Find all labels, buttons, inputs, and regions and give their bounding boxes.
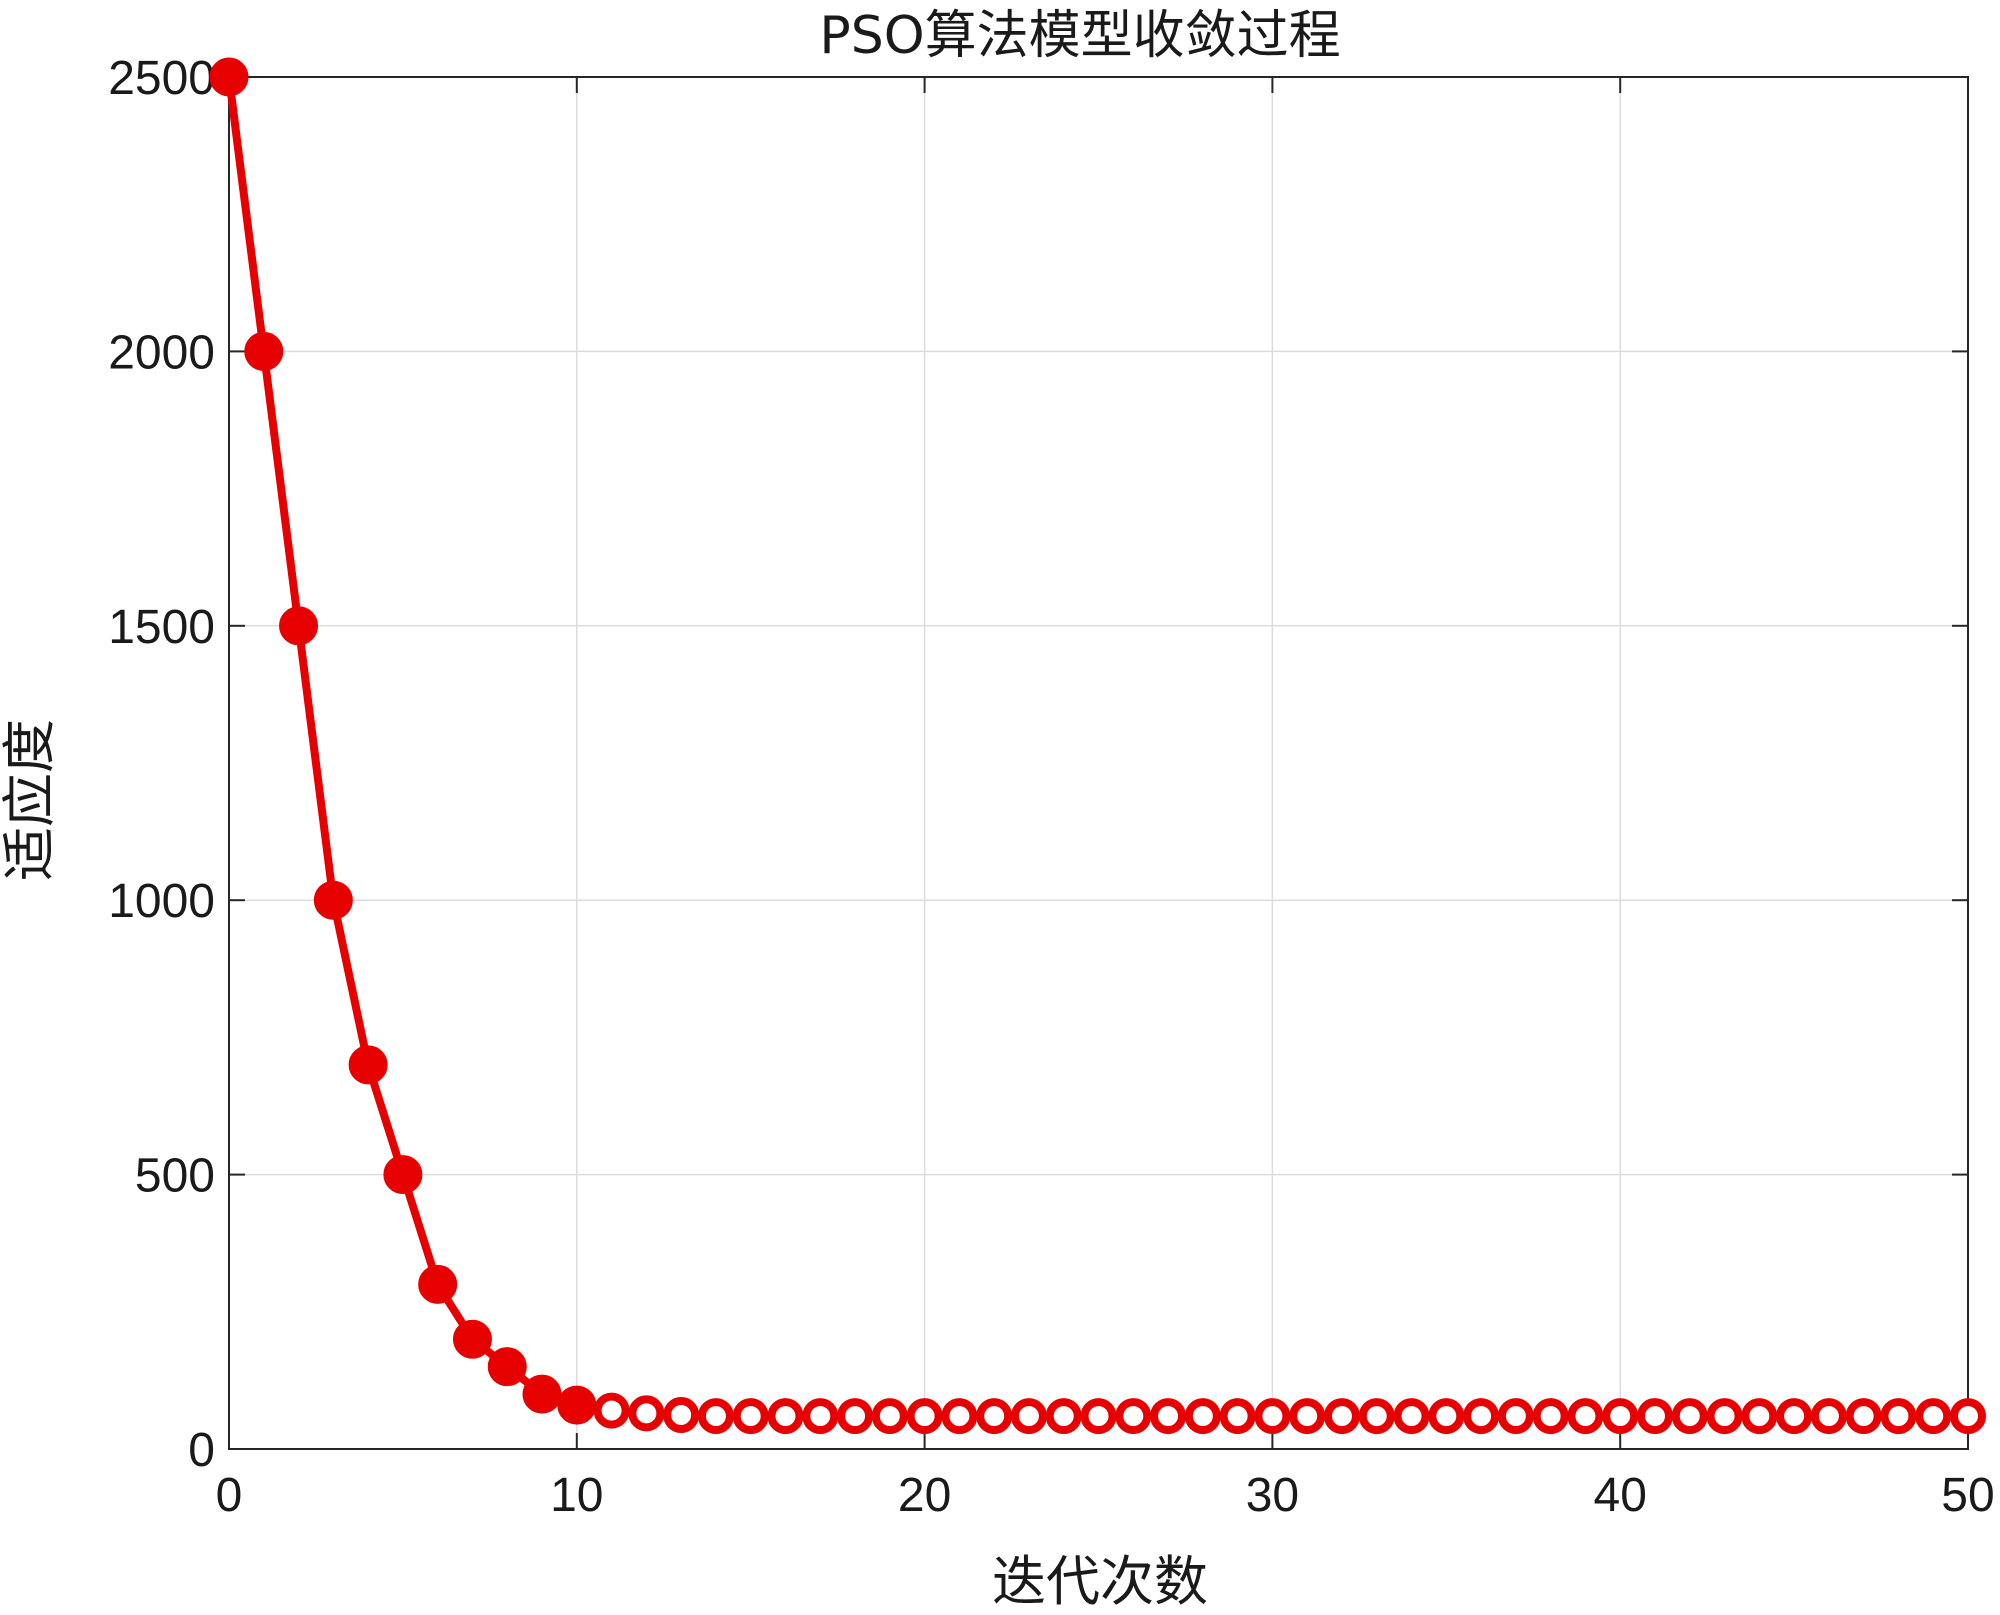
- x-tick-label: 0: [216, 1469, 243, 1522]
- axes-box: [228, 76, 1969, 1450]
- data-point: [628, 1395, 665, 1432]
- data-point: [557, 1385, 597, 1425]
- data-point: [1810, 1398, 1847, 1435]
- y-tick-label: 2000: [108, 326, 215, 379]
- data-point: [1010, 1398, 1047, 1435]
- y-axis-label: 适应度: [0, 719, 61, 881]
- data-point: [279, 606, 319, 646]
- y-tick-label: 2500: [108, 52, 215, 105]
- data-point: [1219, 1398, 1256, 1435]
- data-point: [906, 1398, 943, 1435]
- y-tick-label: 1500: [108, 601, 215, 654]
- data-point: [313, 880, 353, 920]
- data-point: [593, 1392, 630, 1429]
- data-point: [522, 1374, 562, 1414]
- x-tick-label: 10: [550, 1469, 603, 1522]
- data-point: [1776, 1398, 1813, 1435]
- data-point: [418, 1264, 458, 1304]
- data-point: [1358, 1398, 1395, 1435]
- data-point: [452, 1319, 492, 1359]
- grid: [229, 77, 1968, 1449]
- data-point: [1636, 1398, 1673, 1435]
- data-point: [1706, 1398, 1743, 1435]
- chart-title: PSO算法模型收敛过程: [819, 6, 1340, 66]
- data-point: [1567, 1398, 1604, 1435]
- data-point: [1393, 1398, 1430, 1435]
- plot-area: [229, 77, 1968, 1449]
- data-point: [348, 1045, 388, 1085]
- data-point: [1950, 1398, 1986, 1435]
- data-point: [1080, 1398, 1117, 1435]
- data-point: [1497, 1398, 1534, 1435]
- data-series: [209, 57, 1986, 1435]
- data-point: [1045, 1398, 1082, 1435]
- x-tick-label: 50: [1941, 1469, 1994, 1522]
- data-point: [1115, 1398, 1152, 1435]
- data-point: [802, 1398, 839, 1435]
- x-axis-label: 迭代次数: [992, 1550, 1208, 1613]
- data-point: [383, 1155, 423, 1195]
- data-point: [244, 331, 284, 371]
- data-point: [1463, 1398, 1500, 1435]
- data-point: [697, 1398, 734, 1435]
- data-point: [1671, 1398, 1708, 1435]
- data-point: [1532, 1398, 1569, 1435]
- data-point: [941, 1398, 978, 1435]
- data-point: [976, 1398, 1013, 1435]
- y-tick-label: 500: [135, 1150, 215, 1203]
- y-tick-label: 1000: [108, 875, 215, 928]
- data-point: [1741, 1398, 1778, 1435]
- data-point: [1323, 1398, 1360, 1435]
- data-point: [1428, 1398, 1465, 1435]
- data-point: [209, 57, 249, 97]
- y-tick-label: 0: [188, 1424, 215, 1477]
- data-point: [487, 1347, 527, 1387]
- data-point: [1150, 1398, 1187, 1435]
- data-point: [1880, 1398, 1917, 1435]
- data-point: [1915, 1398, 1952, 1435]
- data-point: [837, 1398, 874, 1435]
- data-point: [767, 1398, 804, 1435]
- data-point: [1602, 1398, 1639, 1435]
- x-tick-label: 40: [1594, 1469, 1647, 1522]
- x-tick-label: 20: [898, 1469, 951, 1522]
- data-point: [1184, 1398, 1221, 1435]
- data-point: [732, 1398, 769, 1435]
- data-point: [1289, 1398, 1326, 1435]
- data-point: [1254, 1398, 1291, 1435]
- data-point: [663, 1396, 700, 1433]
- data-point: [871, 1398, 908, 1435]
- x-tick-label: 30: [1246, 1469, 1299, 1522]
- data-point: [1845, 1398, 1882, 1435]
